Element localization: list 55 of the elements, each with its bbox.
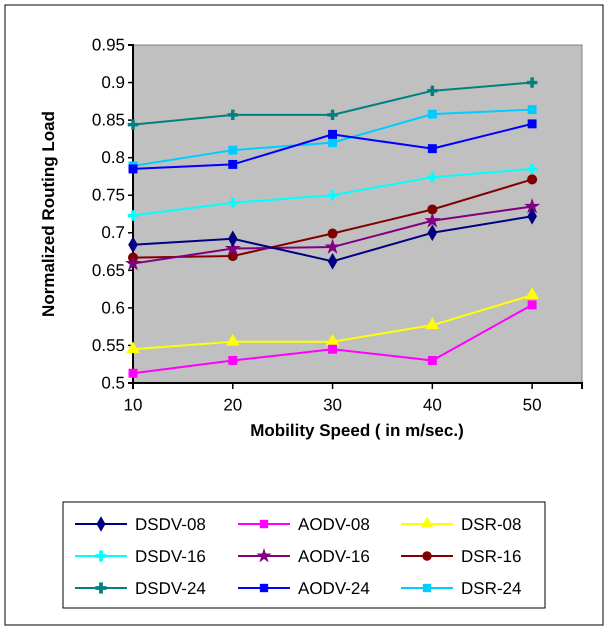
y-tick-label: 0.8 [101,148,125,168]
point [327,110,338,120]
point [327,190,338,200]
point [528,119,537,128]
y-tick-label: 0.9 [101,72,125,92]
y-tick-label: 0.7 [101,223,125,242]
point [527,174,538,184]
point [328,130,338,139]
point [328,138,338,148]
y-tick-label: 0.55 [92,336,125,355]
point [124,255,142,270]
y-axis-title: Normalized Routing Load [39,111,58,317]
y-tick-label: 0.75 [92,186,125,205]
x-tick-label: 20 [223,396,242,415]
point [428,110,437,119]
point [128,368,138,378]
legend-label: DSDV-16 [135,547,206,566]
x-tick-label: 50 [522,396,542,415]
point [328,228,338,239]
legend-label: DSR-24 [461,579,522,598]
legend-label: AODV-16 [298,547,370,566]
y-tick-label: 0.65 [92,260,125,280]
point [128,119,138,130]
point [128,164,138,174]
y-tick-label: 0.85 [92,110,125,130]
x-axis-title: Mobility Speed ( in m/sec.) [250,421,464,440]
point [424,212,440,228]
point [427,86,438,96]
point [526,77,538,88]
point [228,146,238,155]
point [228,198,238,208]
x-tick-label: 30 [323,396,342,415]
point [228,356,238,365]
point [428,144,437,154]
y-tick-label: 0.6 [101,298,125,318]
point [526,164,538,174]
point [228,110,238,120]
y-tick-label: 0.95 [92,35,125,54]
legend-label: AODV-24 [298,579,370,598]
x-tick-label: 10 [124,396,142,415]
y-tick-label: 0.5 [101,373,125,392]
legend-label: AODV-08 [298,515,370,534]
legend-label: DSR-08 [461,515,522,534]
point [528,300,537,310]
point [528,105,537,114]
point [228,160,238,169]
legend-label: DSDV-24 [135,579,206,598]
legend-label: DSDV-08 [135,515,206,534]
x-tick-label: 40 [422,396,442,415]
point [328,344,338,354]
point [524,198,540,214]
point [427,204,438,215]
legend-label: DSR-16 [461,547,522,566]
point [428,356,437,365]
point [427,172,438,182]
